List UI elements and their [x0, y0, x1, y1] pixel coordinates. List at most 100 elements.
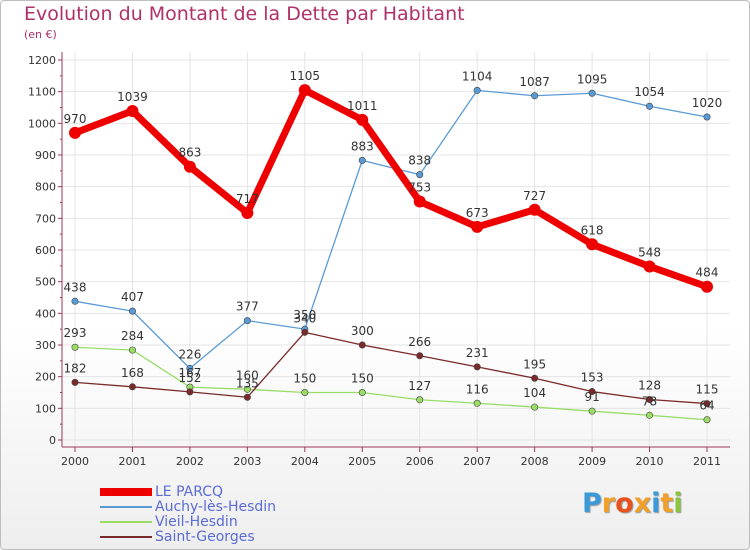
data-point-3: [588, 388, 596, 396]
y-tick-label: 300: [35, 339, 56, 352]
data-point-0: [126, 104, 139, 117]
data-point-1: [588, 89, 596, 97]
data-point-2: [358, 388, 366, 396]
data-label-2: 160: [236, 368, 259, 382]
data-point-3: [703, 400, 711, 408]
y-tick-label: 100: [35, 402, 56, 415]
data-point-1: [473, 86, 481, 94]
x-tick-label: 2009: [578, 455, 606, 468]
data-point-0: [69, 126, 81, 139]
data-point-1: [416, 171, 424, 179]
data-point-3: [473, 363, 481, 371]
logo-letter: t: [660, 488, 674, 519]
chart-subtitle: (en €): [24, 28, 57, 41]
data-label-1: 883: [351, 139, 374, 153]
data-point-3: [358, 341, 366, 349]
series-line-3: [74, 331, 708, 405]
data-point-2: [128, 346, 136, 354]
data-point-0: [241, 206, 254, 219]
data-label-2: 150: [293, 372, 316, 386]
data-point-0: [183, 160, 196, 173]
data-point-0: [643, 260, 656, 273]
data-point-3: [646, 395, 654, 403]
legend-label-saint-georges: Saint-Georges: [155, 529, 255, 545]
data-label-1: 1054: [634, 85, 665, 99]
data-point-1: [646, 102, 654, 110]
legend-label-le-parcq: LE PARCQ: [155, 484, 224, 500]
data-point-0: [413, 195, 426, 208]
y-tick-label: 400: [35, 307, 56, 320]
data-point-3: [71, 378, 79, 386]
data-label-3: 152: [178, 371, 201, 385]
legend-swatch-auchy: [100, 506, 152, 508]
x-tick-label: 2006: [406, 455, 434, 468]
data-label-3: 182: [64, 361, 87, 375]
data-label-2: 104: [523, 386, 546, 400]
x-tick-label: 2005: [348, 455, 376, 468]
data-label-2: 284: [121, 329, 144, 343]
data-label-3: 128: [638, 378, 661, 392]
data-point-2: [531, 403, 539, 411]
data-label-2: 150: [351, 372, 374, 386]
data-label-3: 153: [581, 371, 604, 385]
legend-label-vieil-hesdin: Vieil-Hesdin: [155, 514, 238, 530]
data-label-0: 673: [466, 206, 489, 220]
x-tick-label: 2010: [636, 455, 664, 468]
data-point-2: [243, 385, 251, 393]
x-tick-label: 2008: [521, 455, 549, 468]
data-label-2: 167: [178, 366, 201, 380]
data-point-1: [703, 113, 711, 121]
data-point-3: [531, 374, 539, 382]
data-point-2: [71, 343, 79, 351]
legend-label-auchy: Auchy-lès-Hesdin: [155, 499, 277, 515]
data-label-1: 1104: [462, 69, 493, 83]
data-label-0: 1039: [117, 90, 148, 104]
data-point-3: [186, 388, 194, 396]
x-tick-label: 2011: [693, 455, 721, 468]
logo-letter: i: [673, 488, 683, 519]
legend-swatch-le-parcq: [100, 488, 152, 496]
y-tick-label: 1200: [28, 54, 56, 67]
x-tick-label: 2003: [233, 455, 261, 468]
data-label-3: 168: [121, 366, 144, 380]
data-point-0: [701, 280, 713, 293]
data-point-2: [588, 407, 596, 415]
data-point-3: [416, 352, 424, 360]
data-point-1: [531, 92, 539, 100]
x-tick-label: 2004: [291, 455, 319, 468]
proxiti-logo: Proxiti: [582, 488, 683, 519]
data-label-1: 438: [64, 280, 87, 294]
series-line-2: [74, 346, 708, 421]
data-label-1: 377: [236, 300, 259, 314]
data-point-0: [298, 84, 311, 97]
data-label-3: 231: [466, 346, 489, 360]
data-label-1: 838: [408, 154, 431, 168]
data-label-2: 127: [408, 379, 431, 393]
data-label-2: 64: [699, 399, 714, 413]
data-label-3: 115: [696, 383, 719, 397]
chart-title: Evolution du Montant de la Dette par Hab…: [24, 3, 465, 25]
data-label-3: 135: [236, 376, 259, 390]
data-label-2: 293: [64, 326, 87, 340]
data-label-0: 1011: [347, 99, 378, 113]
x-tick-label: 2000: [61, 455, 89, 468]
data-label-0: 548: [638, 245, 661, 259]
data-point-1: [71, 297, 79, 305]
data-point-2: [703, 416, 711, 424]
data-point-2: [473, 399, 481, 407]
logo-letter: i: [651, 488, 661, 519]
data-label-0: 717: [236, 192, 259, 206]
data-label-1: 350: [293, 308, 316, 322]
data-label-3: 340: [293, 311, 316, 325]
data-label-0: 970: [64, 112, 87, 126]
y-tick-label: 600: [35, 244, 56, 257]
data-label-2: 116: [466, 382, 489, 396]
legend-swatch-saint-georges: [100, 536, 152, 538]
data-label-1: 1020: [692, 96, 723, 110]
data-point-1: [186, 364, 194, 372]
y-tick-label: 700: [35, 212, 56, 225]
data-label-2: 91: [584, 390, 599, 404]
logo-letter: x: [633, 488, 652, 519]
x-tick-label: 2002: [176, 455, 204, 468]
data-label-1: 226: [178, 347, 201, 361]
